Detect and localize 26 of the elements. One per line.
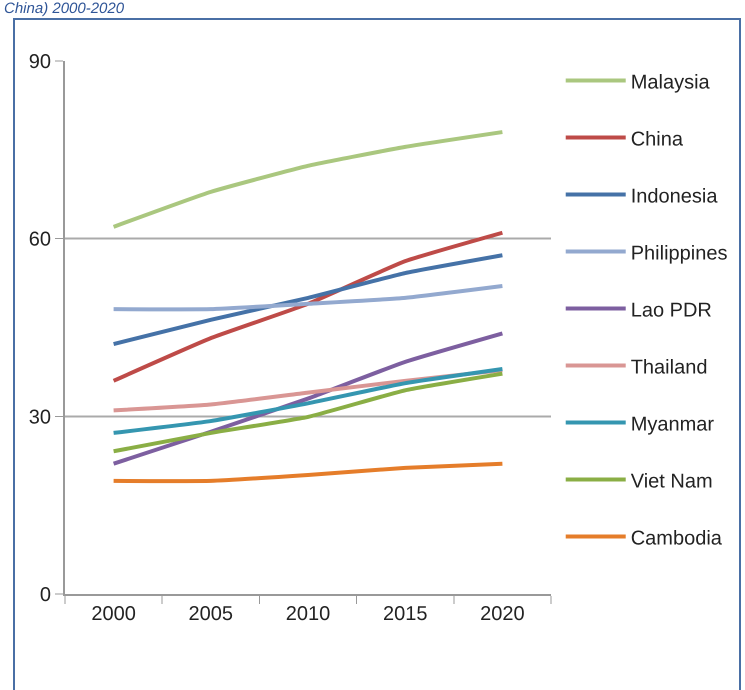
x-tick-label: 2005 bbox=[188, 603, 234, 625]
legend-label: Philippines bbox=[630, 242, 728, 264]
x-tick-label: 2015 bbox=[382, 603, 428, 625]
line-series bbox=[112, 130, 504, 229]
y-tick-label: 30 bbox=[28, 406, 51, 428]
legend-label: Myanmar bbox=[630, 413, 714, 436]
line-series bbox=[112, 366, 504, 435]
x-tick-label: 2000 bbox=[91, 603, 136, 625]
legend-label: Malaysia bbox=[630, 71, 711, 94]
x-tick-label: 2020 bbox=[480, 603, 525, 625]
legend-label: Thailand bbox=[630, 356, 708, 378]
line-series bbox=[112, 462, 504, 484]
line-series bbox=[112, 372, 504, 454]
chart-title: China) 2000-2020 bbox=[4, 0, 124, 17]
y-tick-label: 90 bbox=[28, 51, 51, 73]
x-tick-label: 2010 bbox=[286, 603, 330, 625]
legend-label: Viet Nam bbox=[630, 470, 713, 492]
line-series bbox=[112, 253, 504, 346]
legend-label: Indonesia bbox=[630, 185, 718, 208]
line-series bbox=[112, 230, 504, 383]
y-tick-label: 0 bbox=[40, 584, 51, 606]
legend-label: China bbox=[630, 128, 684, 150]
line-series bbox=[112, 284, 504, 312]
legend-label: Cambodia bbox=[630, 527, 723, 550]
legend-label: Lao PDR bbox=[630, 299, 712, 322]
y-tick-label: 60 bbox=[28, 228, 51, 251]
